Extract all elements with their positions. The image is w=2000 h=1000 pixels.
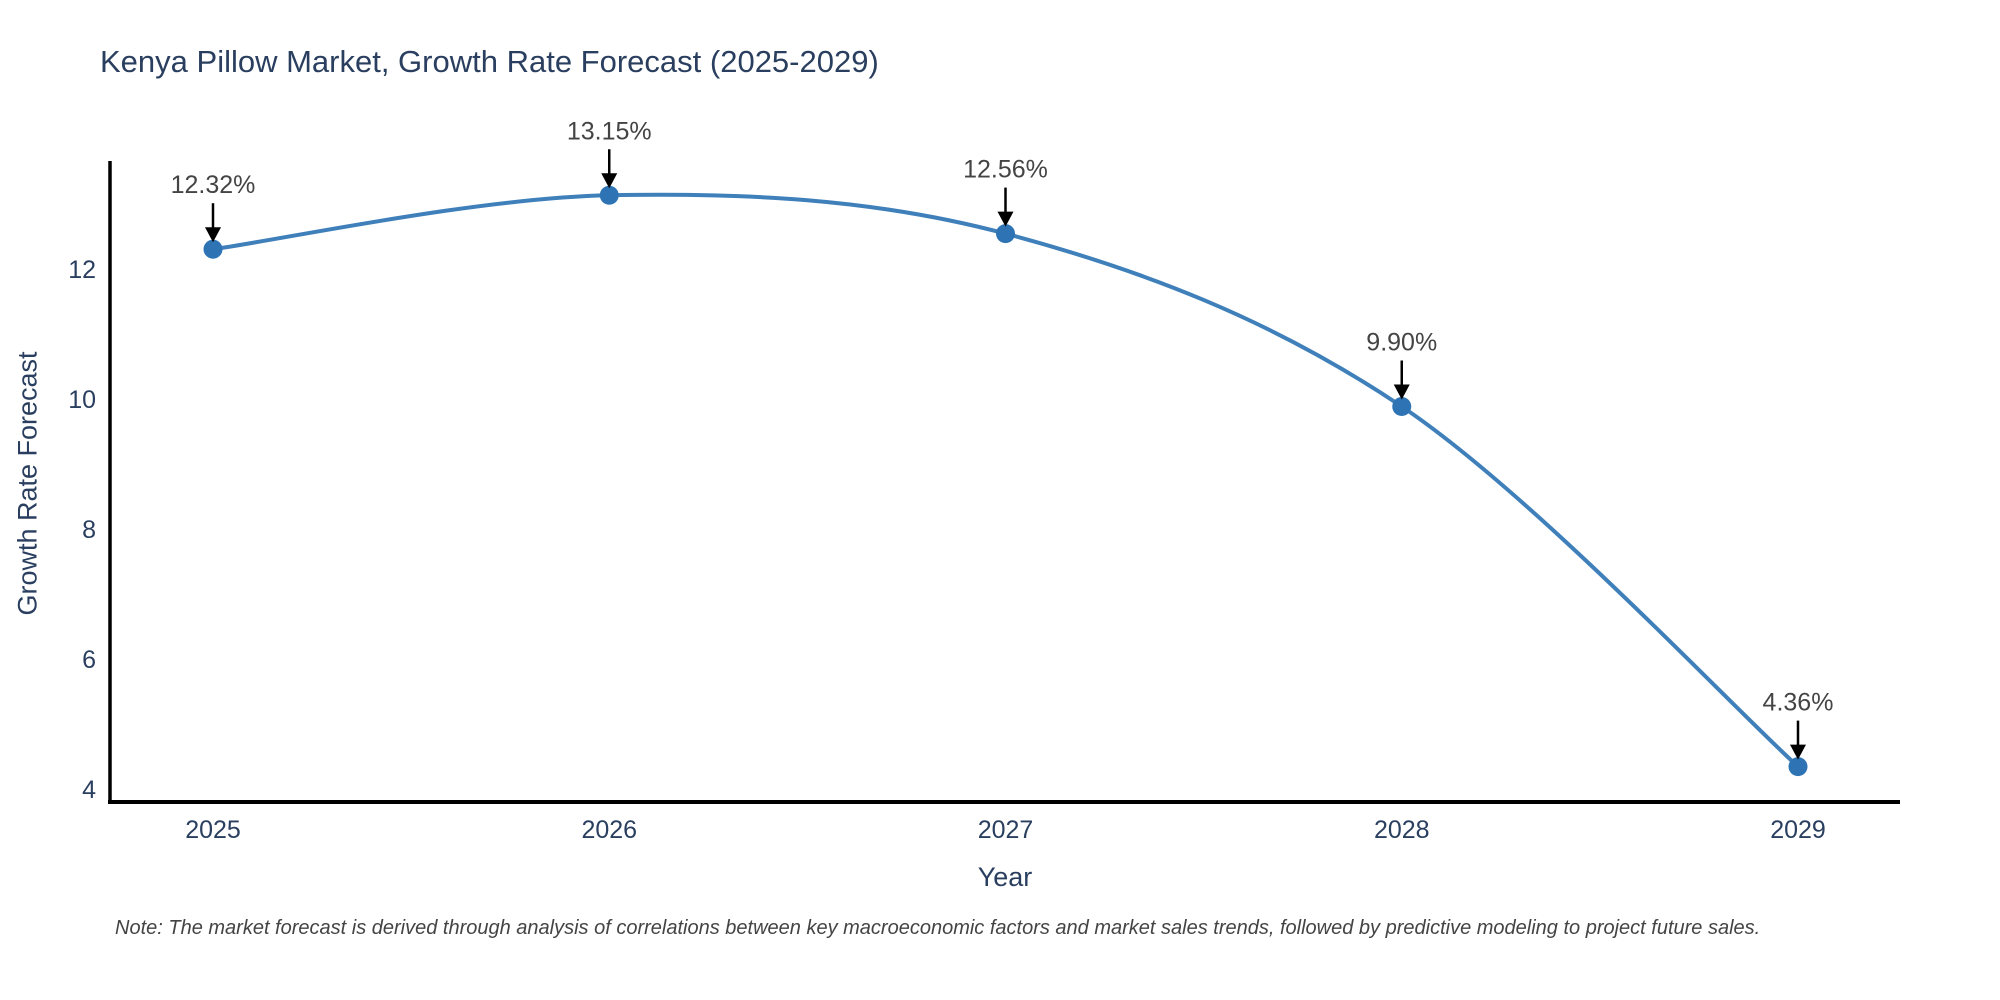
series-line: [211, 192, 1800, 769]
point-annotation-label: 12.56%: [963, 156, 1048, 184]
chart-footnote: Note: The market forecast is derived thr…: [115, 917, 1761, 939]
point-annotation-label: 9.90%: [1366, 329, 1437, 357]
y-tick-label: 12: [68, 256, 96, 284]
data-point-marker[interactable]: [1788, 757, 1808, 777]
annotation-arrowhead: [1393, 384, 1410, 400]
data-point-marker[interactable]: [203, 239, 223, 259]
y-tick-label: 8: [82, 516, 96, 544]
chart-title: Kenya Pillow Market, Growth Rate Forecas…: [100, 44, 879, 79]
y-tick-label: 10: [68, 386, 96, 414]
x-axis-title: Year: [977, 862, 1033, 892]
x-tick-label: 2029: [1770, 816, 1826, 844]
x-tick-label: 2028: [1374, 816, 1430, 844]
data-point-marker[interactable]: [996, 224, 1015, 244]
y-tick-label: 6: [82, 646, 96, 674]
point-annotation-label: 12.32%: [171, 171, 256, 199]
x-tick-label: 2026: [581, 816, 637, 844]
annotation-arrowhead: [1790, 744, 1806, 760]
annotation-arrowhead: [205, 227, 221, 243]
data-point-marker[interactable]: [599, 185, 619, 205]
annotation-arrowhead: [997, 211, 1014, 227]
y-tick-label: 4: [82, 776, 96, 804]
point-annotation-label: 13.15%: [567, 117, 652, 145]
point-annotation-label: 4.36%: [1763, 689, 1834, 717]
data-point-marker[interactable]: [1392, 397, 1412, 416]
x-tick-label: 2027: [978, 816, 1034, 844]
x-tick-label: 2025: [185, 816, 241, 844]
annotation-arrowhead: [601, 173, 618, 189]
